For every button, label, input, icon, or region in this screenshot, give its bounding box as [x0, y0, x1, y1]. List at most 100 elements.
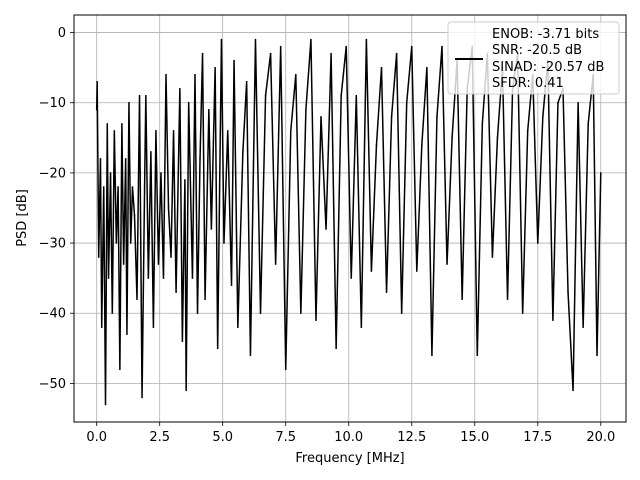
data-point — [172, 129, 175, 132]
data-point — [330, 52, 332, 55]
data-point — [117, 186, 119, 188]
data-point — [395, 52, 398, 55]
data-point — [113, 129, 116, 132]
data-point — [300, 312, 302, 315]
x-tick-label: 12.5 — [397, 430, 426, 445]
data-point — [426, 66, 428, 69]
data-point — [390, 115, 393, 118]
legend-line-2: SNR: -20.5 dB — [492, 43, 582, 58]
data-point — [157, 263, 160, 265]
data-point — [400, 312, 403, 315]
data-point — [214, 66, 216, 69]
x-tick-label: 7.5 — [275, 430, 296, 445]
data-point — [242, 151, 244, 153]
data-point — [226, 129, 229, 132]
data-point — [295, 73, 297, 76]
data-point — [175, 291, 177, 293]
data-point — [365, 38, 368, 41]
data-point — [582, 326, 584, 329]
data-point — [131, 186, 134, 188]
data-point — [249, 354, 252, 357]
data-point — [191, 277, 194, 279]
x-tick-label: 0.0 — [86, 430, 107, 445]
data-point — [115, 242, 118, 244]
data-point — [106, 122, 109, 125]
data-point — [187, 101, 190, 104]
data-point — [162, 277, 165, 279]
data-point — [325, 228, 327, 230]
data-point — [320, 115, 322, 118]
data-point — [310, 38, 312, 41]
data-point — [100, 326, 103, 329]
data-point — [150, 151, 152, 153]
data-point — [109, 172, 112, 174]
data-point — [345, 45, 348, 48]
data-point — [230, 284, 233, 286]
data-point — [355, 94, 358, 97]
series-layer — [95, 38, 602, 406]
data-point — [104, 403, 107, 406]
data-point — [201, 52, 204, 55]
data-point — [436, 115, 438, 118]
data-point — [572, 389, 574, 392]
data-point — [274, 263, 277, 265]
data-point — [129, 242, 132, 244]
data-point — [596, 354, 598, 357]
data-point — [122, 263, 125, 265]
data-point — [97, 256, 100, 258]
data-point — [107, 277, 110, 279]
x-tick-label: 5.0 — [212, 430, 233, 445]
data-point — [170, 256, 172, 258]
data-point — [128, 101, 130, 104]
data-point — [526, 129, 529, 132]
data-point — [431, 354, 433, 357]
x-tick-label: 20.0 — [586, 430, 615, 445]
data-point — [102, 186, 105, 188]
data-point — [599, 172, 602, 174]
data-point — [95, 108, 98, 111]
data-point — [199, 158, 201, 160]
data-point — [340, 94, 342, 97]
data-point — [536, 242, 539, 244]
data-point — [167, 207, 170, 209]
data-point — [385, 291, 388, 293]
data-point — [210, 228, 213, 230]
data-point — [254, 38, 257, 41]
legend-line-4: SFDR: 0.41 — [492, 76, 564, 91]
data-point — [370, 270, 373, 272]
data-point — [521, 312, 524, 315]
data-point — [208, 108, 210, 111]
data-point — [233, 59, 235, 62]
data-point — [216, 347, 219, 350]
data-point — [451, 137, 453, 139]
data-point — [259, 312, 262, 315]
data-point — [567, 291, 569, 293]
data-point — [185, 389, 187, 392]
data-point — [410, 45, 413, 48]
data-point — [96, 80, 98, 83]
data-point — [421, 144, 423, 146]
data-point — [491, 256, 494, 258]
data-point — [160, 172, 162, 174]
data-point — [305, 108, 307, 111]
data-point — [196, 312, 199, 315]
data-point — [204, 298, 206, 301]
legend: ENOB: -3.71 bits SNR: -20.5 dB SINAD: -2… — [447, 21, 620, 95]
y-tick-label: −50 — [39, 377, 66, 392]
x-axis-label: Frequency [MHz] — [295, 451, 404, 466]
data-point — [99, 158, 102, 160]
x-tick-label: 15.0 — [460, 430, 489, 445]
series-line — [95, 39, 602, 405]
data-point — [461, 298, 463, 301]
data-point — [126, 333, 128, 336]
y-tick-label: −20 — [39, 166, 66, 181]
data-point — [184, 179, 186, 181]
data-point — [496, 137, 499, 139]
data-point — [152, 326, 155, 329]
data-point — [269, 52, 272, 55]
data-point — [111, 312, 114, 315]
data-point — [220, 38, 223, 41]
data-point — [289, 129, 292, 132]
data-point — [577, 101, 579, 104]
